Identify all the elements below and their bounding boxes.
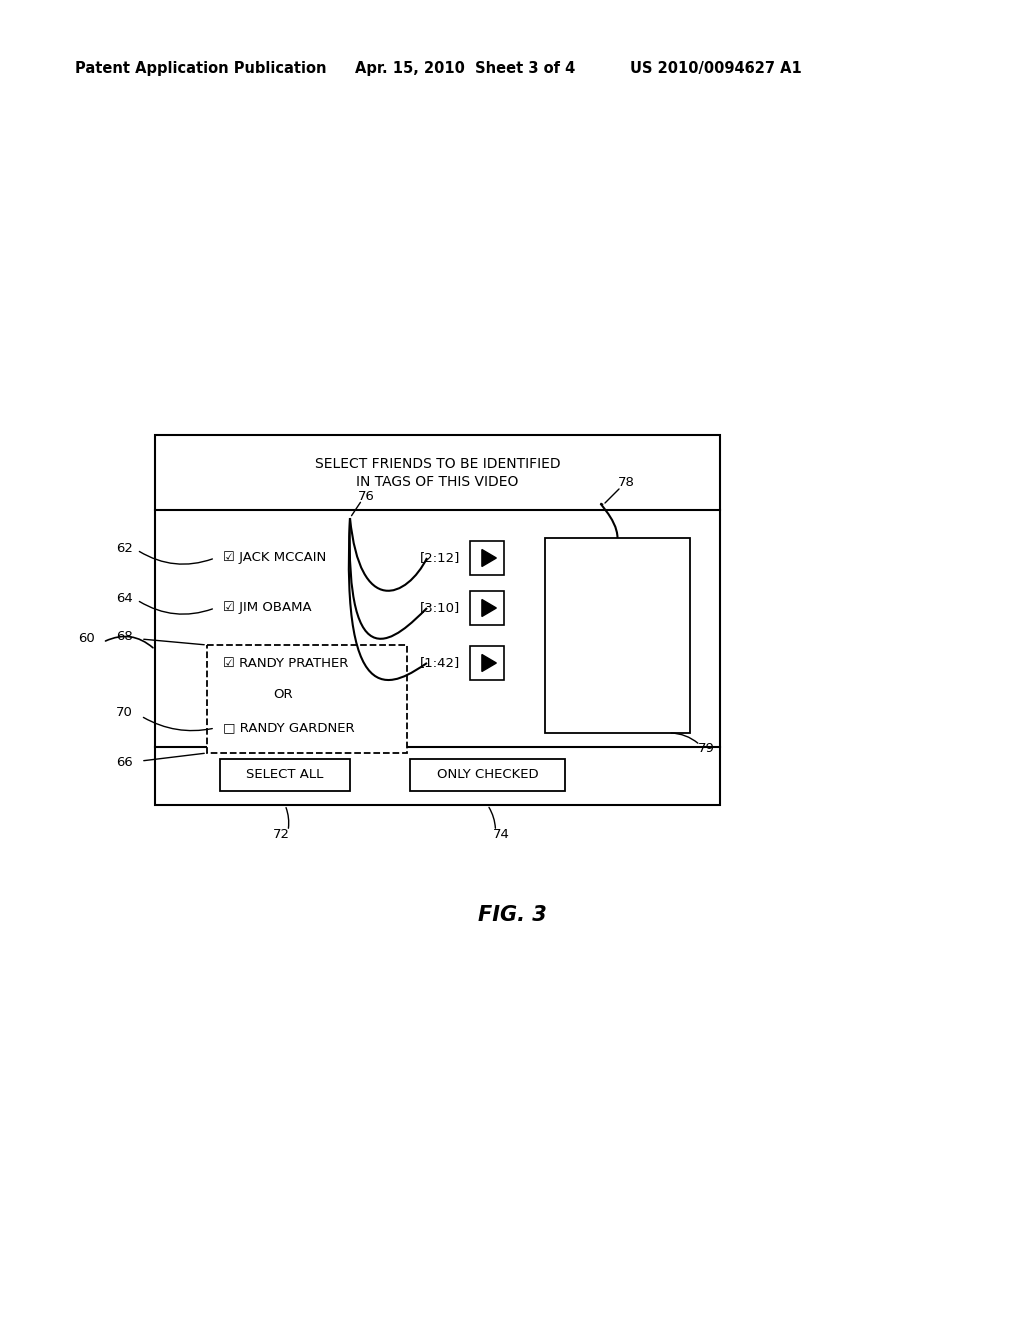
Text: 79: 79 [698, 742, 715, 755]
Text: FIG. 3: FIG. 3 [477, 906, 547, 925]
Text: [2:12]: [2:12] [420, 552, 460, 565]
Text: 76: 76 [358, 490, 375, 503]
Text: 70: 70 [116, 706, 133, 719]
Text: 68: 68 [117, 631, 133, 644]
Text: Apr. 15, 2010  Sheet 3 of 4: Apr. 15, 2010 Sheet 3 of 4 [355, 61, 575, 75]
Text: SELECT FRIENDS TO BE IDENTIFIED: SELECT FRIENDS TO BE IDENTIFIED [314, 458, 560, 471]
Text: ☑ JACK MCCAIN: ☑ JACK MCCAIN [223, 552, 327, 565]
Text: 78: 78 [618, 477, 635, 490]
Bar [470, 541, 504, 576]
Polygon shape [482, 599, 497, 616]
Text: [1:42]: [1:42] [420, 656, 460, 669]
Bar [470, 645, 504, 680]
Bar [155, 436, 720, 805]
Text: [3:10]: [3:10] [420, 602, 460, 615]
Text: 64: 64 [117, 591, 133, 605]
Bar [207, 645, 407, 752]
Text: ☑ RANDY PRATHER: ☑ RANDY PRATHER [223, 656, 348, 669]
Bar [220, 759, 350, 791]
Text: 62: 62 [116, 541, 133, 554]
Text: 72: 72 [273, 829, 290, 842]
Text: 60: 60 [78, 632, 95, 645]
Text: ONLY CHECKED: ONLY CHECKED [436, 768, 539, 781]
Text: SELECT ALL: SELECT ALL [247, 768, 324, 781]
Text: 74: 74 [493, 829, 509, 842]
Text: OR: OR [273, 689, 293, 701]
Polygon shape [482, 655, 497, 672]
Bar [410, 759, 565, 791]
Bar [545, 539, 690, 733]
Text: 66: 66 [117, 756, 133, 770]
Text: ☑ JIM OBAMA: ☑ JIM OBAMA [223, 602, 311, 615]
Bar [470, 591, 504, 624]
Text: US 2010/0094627 A1: US 2010/0094627 A1 [630, 61, 802, 75]
Text: □ RANDY GARDNER: □ RANDY GARDNER [223, 722, 354, 734]
Text: IN TAGS OF THIS VIDEO: IN TAGS OF THIS VIDEO [356, 475, 519, 490]
Text: Patent Application Publication: Patent Application Publication [75, 61, 327, 75]
Polygon shape [482, 549, 497, 566]
